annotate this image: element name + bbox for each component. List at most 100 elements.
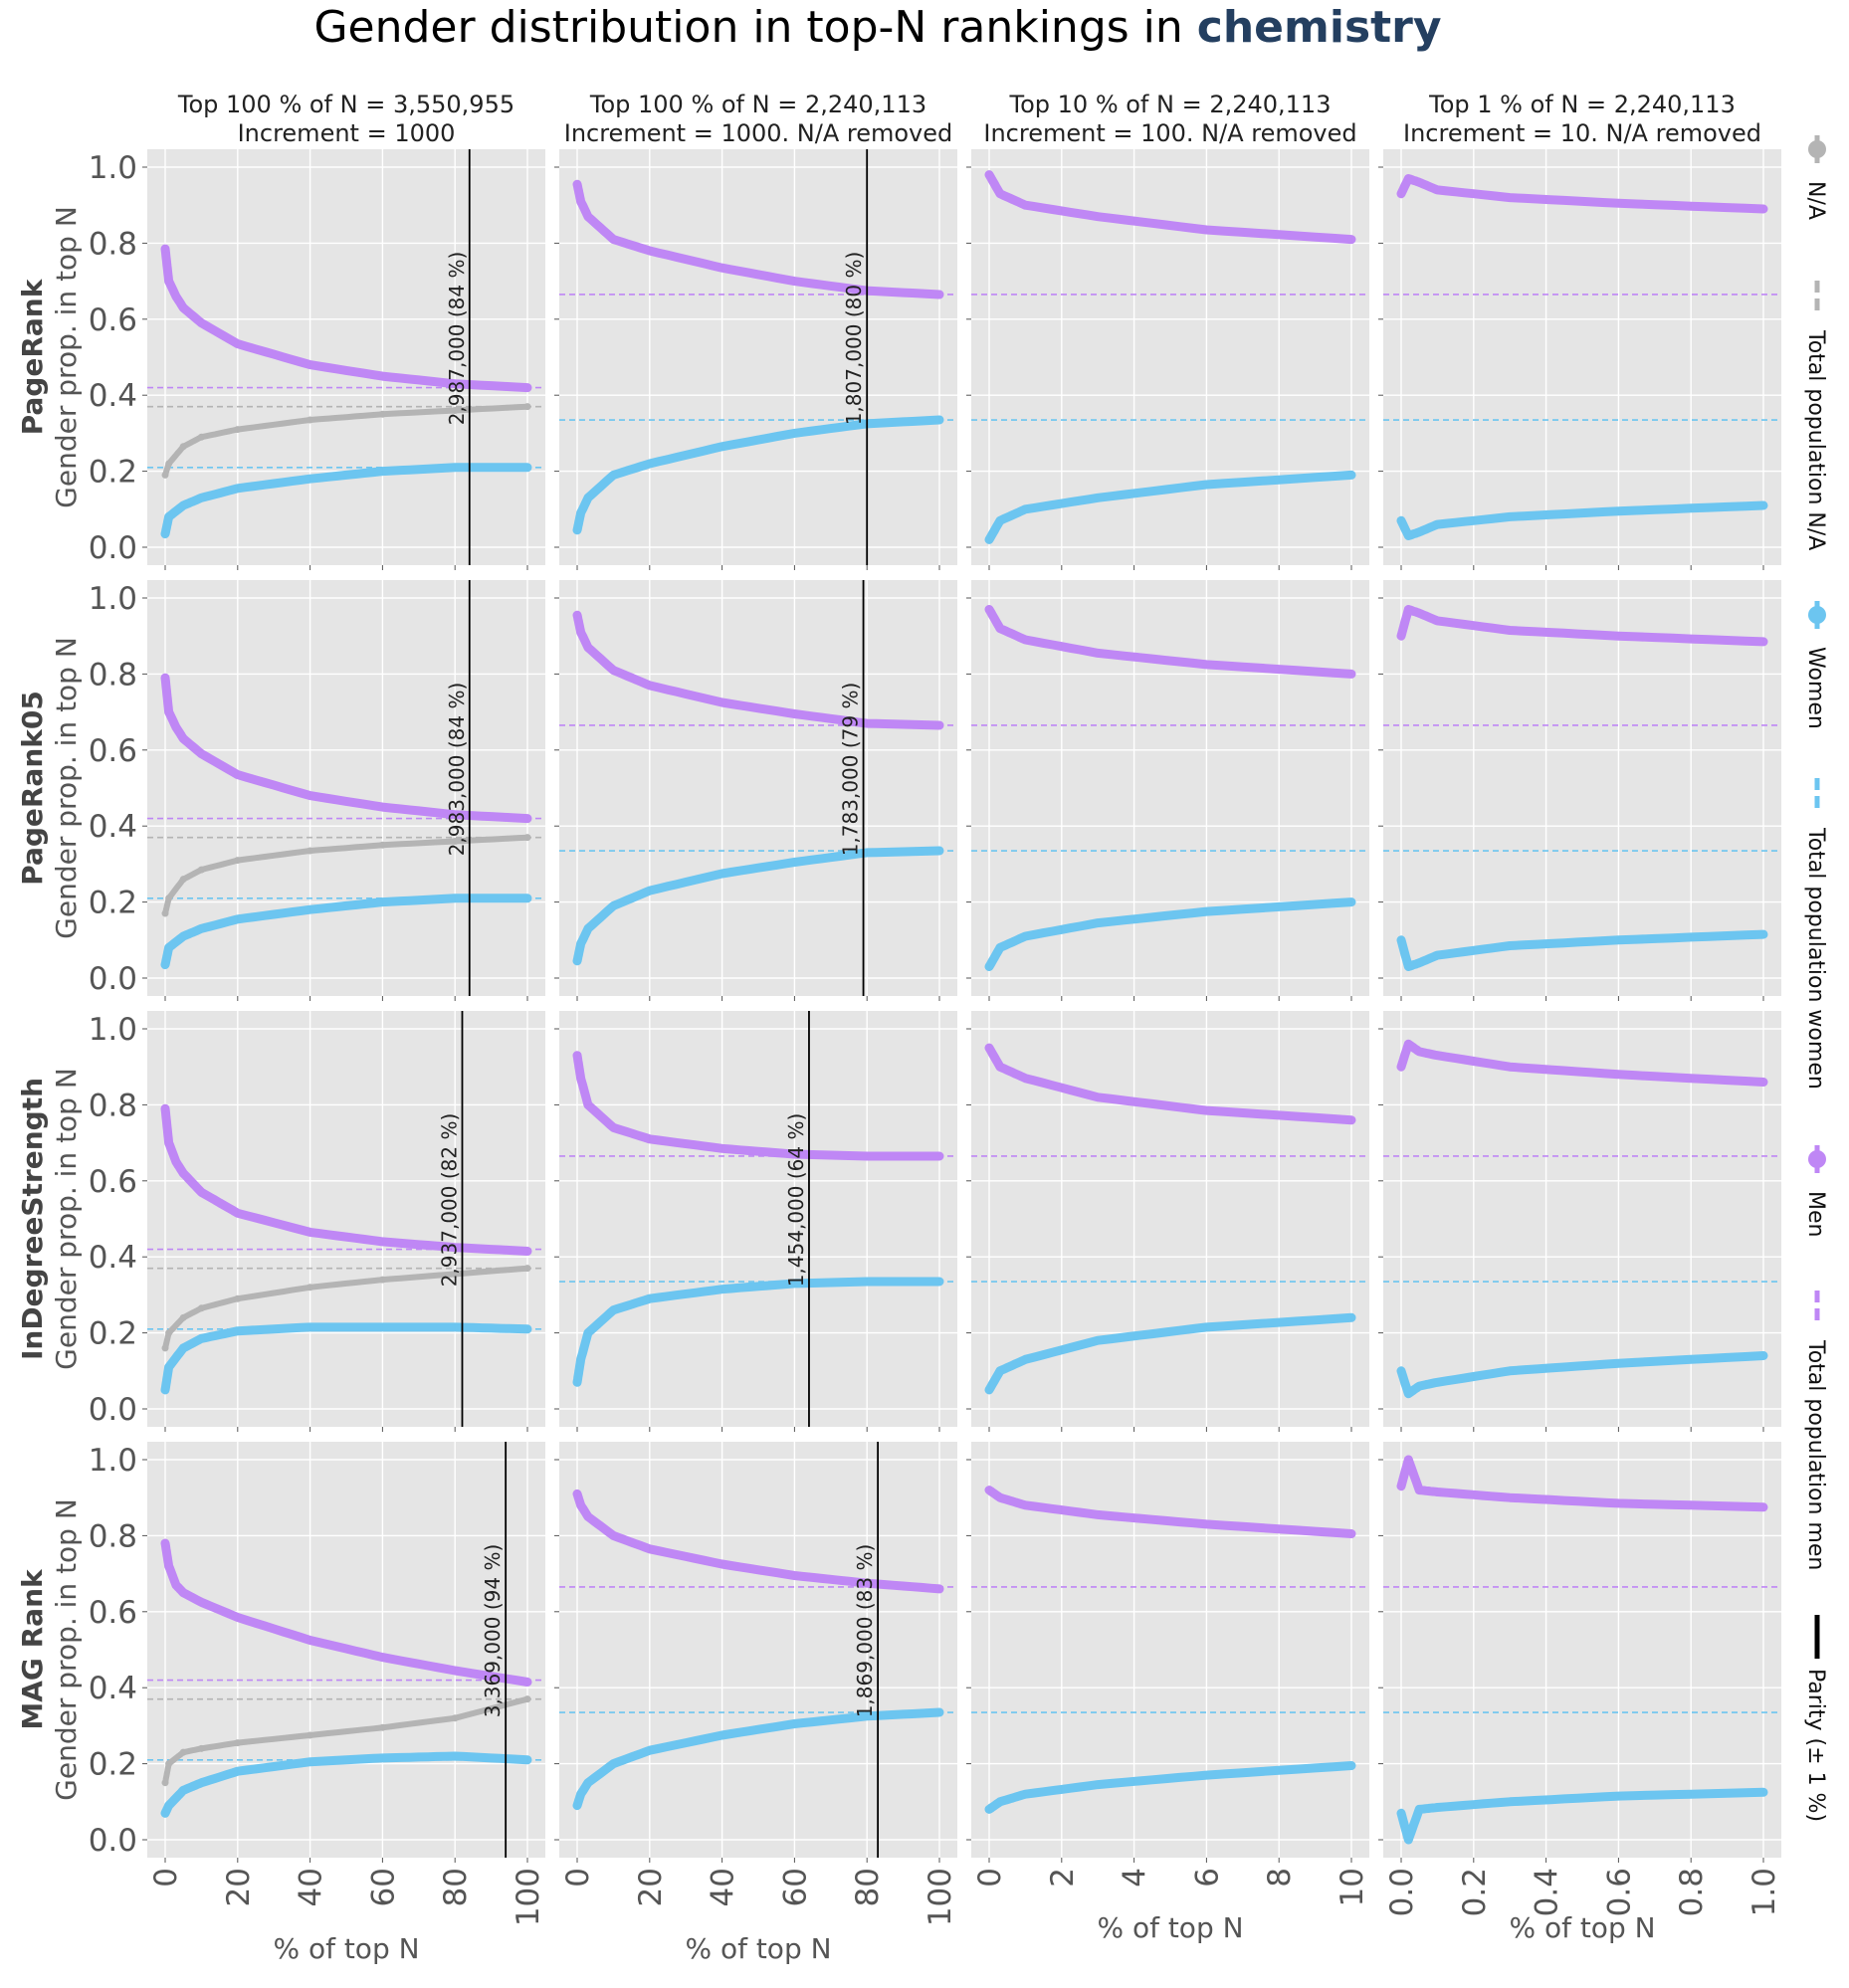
women-data-point (790, 429, 798, 437)
women-data-point (577, 940, 585, 948)
women-data-point (234, 1767, 242, 1775)
women-data-point (307, 905, 314, 913)
na-data-point (523, 834, 531, 842)
women-data-point (307, 475, 314, 483)
y-tick-label: 0.6 (89, 1164, 137, 1200)
men-data-point (378, 803, 386, 811)
men-data-point (1415, 1487, 1423, 1494)
women-data-point (451, 1752, 459, 1760)
legend: N/A Total population N/A Women Total popula… (1803, 135, 1828, 1822)
men-data-point (646, 682, 654, 690)
women-data-point (646, 1294, 654, 1302)
x-axis-label-1: % of top N (273, 1932, 419, 1965)
men-data-point (1202, 1106, 1210, 1114)
men-data-point (1202, 1520, 1210, 1528)
panel-r3-c3 (966, 1011, 1369, 1432)
panel-background (559, 1011, 957, 1427)
men-data-point (378, 1238, 386, 1246)
men-data-point (1397, 1483, 1405, 1491)
women-data-point (378, 468, 386, 476)
women-data-point (577, 1790, 585, 1798)
men-data-point (1759, 205, 1767, 213)
x-tick-label: 40 (294, 1868, 329, 1906)
x-tick-label: 4 (1118, 1868, 1153, 1888)
na-data-point (523, 403, 531, 411)
men-data-point (197, 750, 205, 758)
men-data-point (609, 667, 617, 675)
men-data-point (234, 1209, 242, 1217)
legend-label: Total population N/A (1803, 329, 1828, 550)
women-data-point (1397, 1367, 1405, 1375)
men-data-point (1506, 626, 1514, 634)
women-data-point (1021, 505, 1029, 513)
na-data-point (197, 1304, 205, 1312)
y-axis-label-4: Gender prop. in top N (50, 1498, 83, 1801)
y-tick-label: 0.2 (89, 455, 137, 491)
column-header-2-line-1: Top 100 % of N = 2,240,113 (589, 91, 926, 118)
panel-background (147, 580, 545, 996)
legend-label: N/A (1803, 181, 1828, 220)
men-data-point (1614, 199, 1622, 207)
men-data-point (609, 1531, 617, 1539)
title-field: chemistry (1197, 2, 1442, 53)
women-data-point (996, 516, 1004, 524)
men-data-point (985, 171, 993, 179)
panel-r3-c1: 0.0 0.2 0.4 0.6 0.8 1.0 2,937,000 (82 %) (89, 1011, 545, 1432)
x-tick-label: 1.0 (1746, 1868, 1782, 1916)
women-data-point (523, 895, 531, 902)
men-data-point (234, 1614, 242, 1622)
women-data-point (1397, 516, 1405, 524)
parity-label: 1,869,000 (83 %) (853, 1544, 877, 1718)
women-data-point (165, 512, 173, 520)
men-data-point (863, 1579, 871, 1587)
men-data-point (1404, 1456, 1412, 1464)
panel-background (1383, 149, 1781, 565)
women-data-point (234, 915, 242, 923)
panel-r4-c1: 0.0 0.2 0.4 0.6 0.8 1.0 0 20 40 60 80 100 % of top N… (89, 1442, 546, 1965)
men-data-point (790, 710, 798, 718)
women-data-point (1404, 1390, 1412, 1398)
women-series-line (984, 470, 1356, 544)
women-data-point (179, 1344, 187, 1352)
legend-label: Total population men (1803, 1339, 1828, 1570)
men-data-point (1094, 213, 1102, 221)
x-tick-label: 100 (923, 1868, 958, 1926)
column-header-4-line-1: Top 1 % of N = 2,240,113 (1428, 91, 1736, 118)
men-data-point (451, 811, 459, 819)
women-data-point (197, 494, 205, 501)
women-data-point (719, 443, 726, 451)
men-data-point (985, 1044, 993, 1052)
men-data-point (161, 245, 169, 253)
y-tick-label: 0.8 (89, 226, 137, 262)
women-data-point (1202, 1771, 1210, 1779)
na-data-point (234, 1294, 242, 1302)
men-series-line (160, 244, 532, 393)
men-data-point (234, 340, 242, 348)
men-data-point (1347, 1529, 1355, 1537)
men-data-point (577, 1075, 585, 1083)
men-data-point (1506, 1063, 1514, 1071)
women-data-point (179, 932, 187, 940)
women-data-point (584, 1329, 592, 1337)
women-data-point (523, 1325, 531, 1333)
men-series-line (160, 1538, 532, 1687)
women-data-point (719, 1286, 726, 1293)
panel-background (559, 580, 957, 996)
women-data-point (584, 494, 592, 501)
men-data-point (646, 247, 654, 255)
women-data-point (1415, 1805, 1423, 1813)
men-data-point (1021, 1075, 1029, 1083)
men-data-point (1021, 636, 1029, 644)
women-series-line (984, 897, 1356, 971)
men-data-point (584, 644, 592, 652)
men-data-point (1433, 617, 1441, 625)
men-data-point (719, 1144, 726, 1152)
women-data-point (646, 1746, 654, 1754)
women-data-point (197, 1779, 205, 1787)
men-data-point (719, 1560, 726, 1568)
men-data-point (1506, 194, 1514, 202)
x-tick-label: 80 (438, 1868, 474, 1906)
legend-item-total-men: Total population men (1803, 1291, 1828, 1570)
women-data-point (179, 501, 187, 509)
x-tick-label: 80 (850, 1868, 886, 1906)
